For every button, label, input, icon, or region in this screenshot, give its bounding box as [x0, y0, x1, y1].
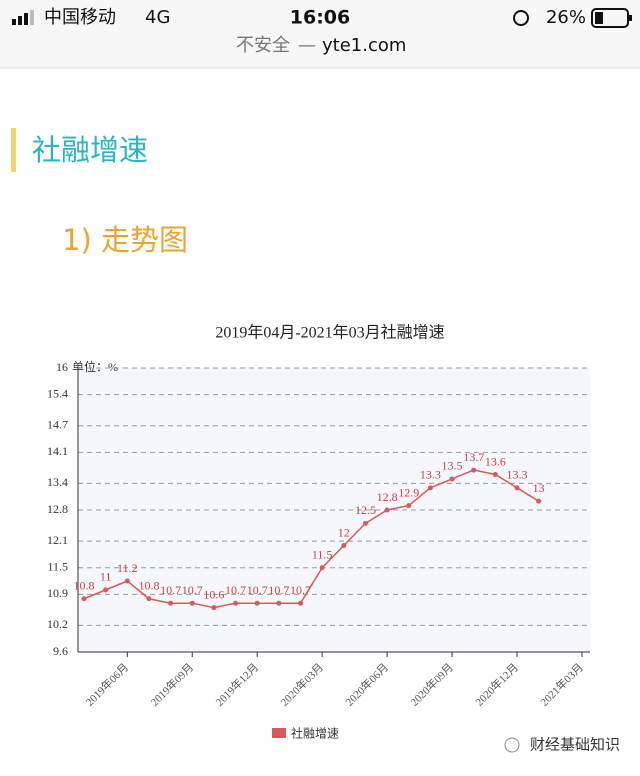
x-tick-label: 2019年09月 [147, 660, 196, 709]
y-tick-label: 12.8 [47, 502, 68, 516]
data-point [211, 605, 217, 611]
data-label: 13.6 [485, 454, 506, 468]
data-label: 13.5 [442, 459, 463, 473]
carrier: 中国移动 [44, 7, 116, 28]
data-point [514, 485, 520, 491]
data-point [146, 596, 152, 602]
y-tick-label: 11.5 [47, 559, 68, 573]
y-tick-label: 14.7 [47, 417, 68, 431]
data-label: 10.7 [182, 583, 203, 597]
x-tick-label: 2021年03月 [537, 660, 586, 709]
dash: — [298, 35, 316, 56]
data-point [103, 587, 109, 593]
data-label: 10.8 [138, 579, 159, 593]
data-point [471, 467, 477, 473]
data-label: 10.7 [290, 583, 311, 597]
x-tick-label: 2019年12月 [212, 660, 261, 709]
data-point [536, 498, 542, 504]
data-label: 13.3 [507, 468, 528, 482]
section-marker [11, 128, 16, 172]
data-label: 10.7 [247, 583, 268, 597]
data-point [341, 543, 347, 548]
x-tick-label: 2020年12月 [472, 660, 521, 709]
legend-swatch [272, 728, 286, 738]
y-tick-label: 14.1 [47, 444, 68, 458]
data-point [254, 600, 260, 606]
y-tick-label: 12.1 [47, 533, 68, 547]
x-tick-label: 2020年09月 [407, 660, 456, 709]
data-point [124, 578, 130, 584]
network: 4G [145, 7, 170, 28]
data-point [406, 503, 412, 509]
data-point [189, 600, 195, 606]
y-tick-label: 10.2 [47, 617, 68, 631]
lock-icon [513, 10, 529, 26]
watermark-icon [504, 737, 520, 753]
browser-bar [0, 0, 640, 68]
series-line [83, 469, 540, 609]
chart-title: 2019年04月-2021年03月社融增速 [215, 324, 444, 342]
data-label: 12 [338, 525, 350, 539]
signal-icon [12, 10, 34, 25]
data-label: 11.2 [117, 561, 138, 575]
data-label: 10.7 [268, 583, 289, 597]
x-tick-label: 2019年06月 [82, 660, 131, 709]
section-title: 社融增速 [32, 133, 148, 167]
data-point [298, 600, 303, 606]
data-label: 13.3 [420, 468, 441, 482]
data-point [319, 565, 325, 571]
data-label: 12.9 [398, 485, 419, 499]
data-label: 11.5 [312, 547, 333, 561]
watermark: 财经基础知识 [530, 736, 620, 754]
data-point [492, 472, 498, 477]
x-tick-label: 2020年06月 [342, 660, 391, 709]
y-tick-label: 16 [56, 360, 68, 374]
y-tick-label: 13.4 [47, 475, 68, 489]
domain[interactable]: yte1.com [322, 35, 406, 56]
data-label: 13.7 [463, 450, 484, 464]
data-label: 11 [100, 570, 112, 584]
clock: 16:06 [290, 7, 350, 29]
data-point [449, 476, 455, 482]
security-label: 不安全 [236, 35, 290, 56]
battery-level: 26% [546, 7, 586, 28]
data-point [168, 600, 174, 606]
data-label: 10.8 [74, 579, 95, 593]
data-point [81, 596, 87, 602]
data-label: 12.5 [355, 503, 376, 517]
x-tick-label: 2020年03月 [277, 660, 326, 709]
y-tick-label: 10.9 [47, 586, 68, 600]
y-tick-label: 15.4 [47, 386, 68, 400]
data-label: 10.7 [225, 583, 246, 597]
data-point [233, 600, 239, 606]
data-point [276, 600, 282, 606]
data-point [384, 507, 390, 513]
data-point [362, 520, 368, 526]
data-label: 12.8 [377, 490, 398, 504]
y-tick-label: 9.6 [53, 644, 68, 658]
subsection-title: 1) 走势图 [62, 223, 188, 257]
unit-label: 单位：% [72, 359, 118, 374]
legend-label: 社融增速 [291, 726, 339, 741]
battery-icon [591, 8, 632, 28]
data-label: 10.7 [160, 583, 181, 597]
data-label: 10.6 [203, 587, 224, 601]
data-point [427, 485, 433, 491]
data-label: 13 [533, 481, 545, 495]
